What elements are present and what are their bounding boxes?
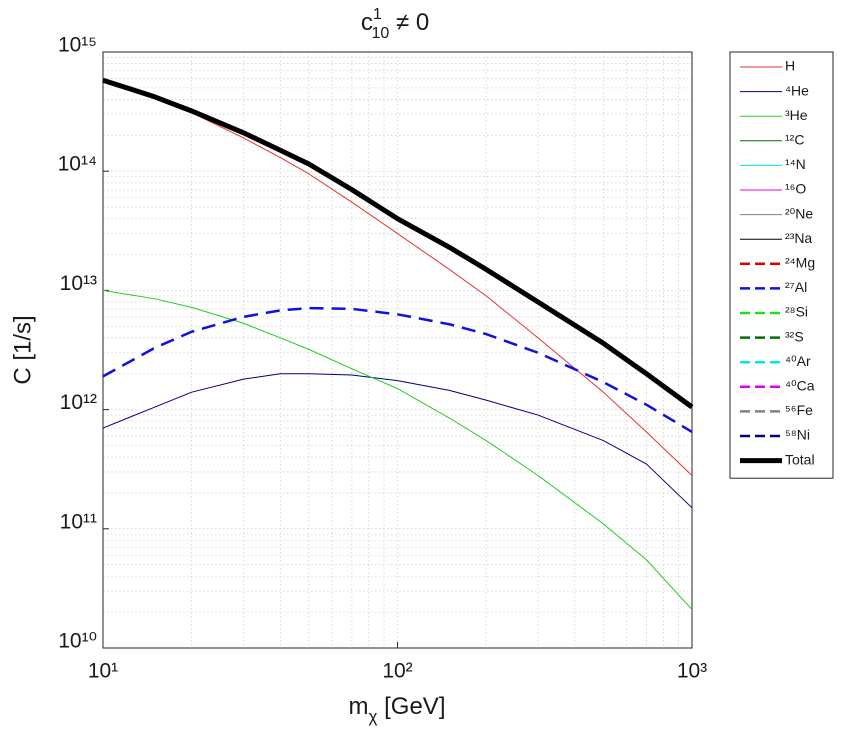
legend-label: ²⁴Mg: [785, 255, 815, 271]
legend-label: ⁵⁶Fe: [785, 402, 813, 418]
y-tick-label: 10¹¹: [60, 510, 97, 533]
legend-label: ¹⁴N: [785, 156, 806, 172]
legend-label: ³²S: [785, 328, 804, 344]
x-tick-label: 10³: [677, 660, 707, 683]
series-line: [102, 373, 693, 509]
legend-label: ³He: [785, 107, 808, 123]
title-sup: 1: [373, 6, 382, 23]
legend-label: ⁴He: [785, 82, 809, 98]
series-line: [102, 306, 693, 433]
y-axis-label: C [1/s]: [9, 315, 36, 384]
xlabel-rest: [GeV]: [377, 693, 445, 720]
y-tick-label: 10¹³: [60, 272, 97, 295]
legend-label: ²⁰Ne: [785, 205, 813, 221]
legend-label: ⁴⁰Ar: [785, 353, 811, 369]
x-tick-label: 10¹: [88, 660, 118, 683]
title-base: c: [361, 9, 373, 36]
title-sub: 10: [372, 25, 390, 42]
x-tick-label: 10²: [382, 660, 412, 683]
legend-label: ²³Na: [785, 230, 812, 246]
legend-label: ²⁷Al: [785, 279, 807, 295]
series-line: [102, 289, 693, 610]
legend-label: ¹²C: [785, 132, 804, 148]
axes-frame: [102, 51, 693, 649]
xlabel-base: m: [349, 693, 369, 720]
legend-label: H: [785, 58, 795, 74]
legend-label: Total: [785, 451, 815, 467]
legend-box: [729, 51, 834, 479]
y-tick-label: 10¹⁰: [58, 630, 97, 653]
title-rest: ≠ 0: [389, 9, 429, 36]
legend-label: ²⁸Si: [785, 304, 808, 320]
series-line: [102, 77, 694, 410]
legend-label: ¹⁶O: [785, 181, 806, 197]
y-tick-label: 10¹⁴: [58, 153, 97, 176]
legend-label: ⁴⁰Ca: [785, 378, 815, 394]
xlabel-sub: χ: [369, 707, 378, 726]
x-axis-label: mχ [GeV]: [349, 693, 446, 726]
y-tick-label: 10¹²: [60, 391, 97, 414]
legend-label: ⁵⁸Ni: [785, 427, 810, 443]
y-tick-label: 10¹⁵: [58, 34, 97, 57]
chart-title: c1 10 ≠ 0: [361, 6, 429, 42]
